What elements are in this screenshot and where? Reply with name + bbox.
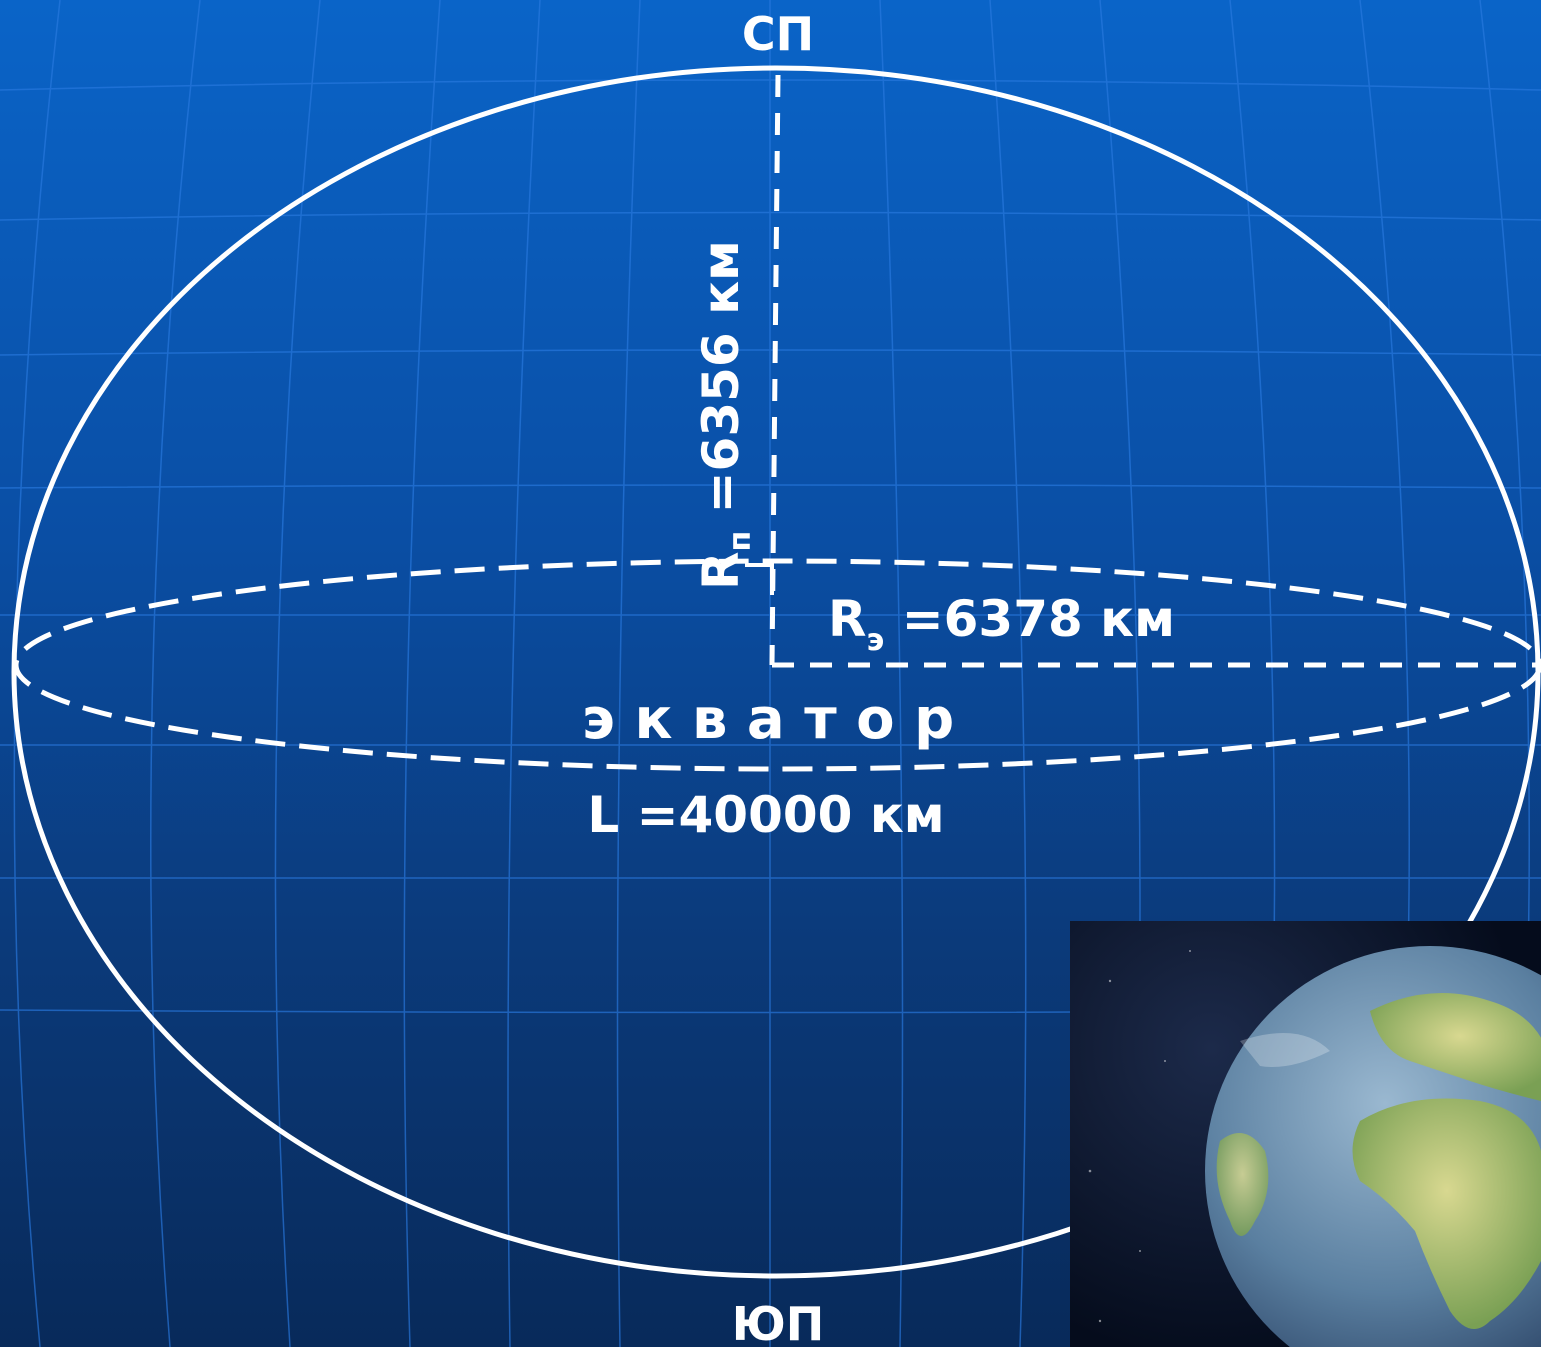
circumference-label: L =40000 км — [587, 786, 944, 844]
right-angle-marker — [745, 563, 774, 595]
earth-photo — [1070, 921, 1541, 1347]
equatorial-radius-symbol: R — [828, 590, 867, 648]
polar-radius-label: Rп =6356 км — [692, 240, 758, 590]
polar-radius-symbol: R — [692, 551, 750, 590]
equatorial-radius-subscript: э — [867, 623, 885, 658]
equatorial-radius-value: =6378 км — [884, 590, 1175, 648]
north-pole-label: СП — [742, 7, 814, 61]
south-pole-label: ЮП — [732, 1297, 825, 1347]
earth-globe-icon — [1088, 946, 1541, 1347]
equatorial-radius-label: Rэ =6378 км — [828, 590, 1175, 658]
equator-label: э к в а т о р — [582, 687, 954, 752]
polar-radius-subscript: п — [723, 531, 758, 552]
polar-radius-value: =6356 км — [692, 240, 750, 531]
